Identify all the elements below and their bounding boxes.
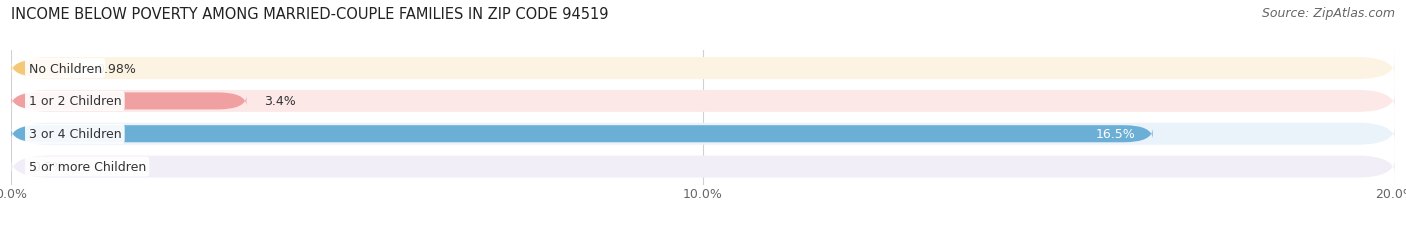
Text: 5 or more Children: 5 or more Children — [28, 160, 146, 173]
FancyBboxPatch shape — [11, 123, 1395, 145]
Text: No Children: No Children — [28, 62, 101, 75]
Text: 3 or 4 Children: 3 or 4 Children — [28, 128, 121, 141]
FancyBboxPatch shape — [11, 91, 1395, 112]
FancyBboxPatch shape — [11, 58, 1395, 80]
Text: 0.0%: 0.0% — [32, 160, 65, 173]
FancyBboxPatch shape — [11, 156, 1395, 178]
FancyBboxPatch shape — [11, 93, 246, 110]
Text: 3.4%: 3.4% — [264, 95, 295, 108]
Text: 0.98%: 0.98% — [97, 62, 136, 75]
Text: 1 or 2 Children: 1 or 2 Children — [28, 95, 121, 108]
FancyBboxPatch shape — [11, 60, 79, 77]
Text: 16.5%: 16.5% — [1095, 128, 1136, 141]
Text: Source: ZipAtlas.com: Source: ZipAtlas.com — [1261, 7, 1395, 20]
Text: INCOME BELOW POVERTY AMONG MARRIED-COUPLE FAMILIES IN ZIP CODE 94519: INCOME BELOW POVERTY AMONG MARRIED-COUPL… — [11, 7, 609, 22]
FancyBboxPatch shape — [11, 126, 1153, 143]
